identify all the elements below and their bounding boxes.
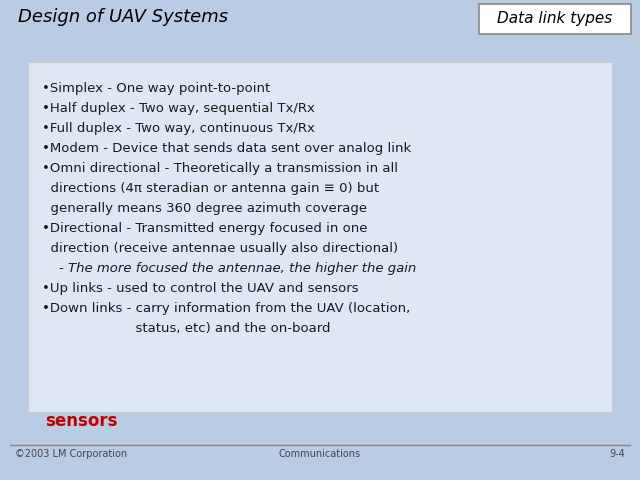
Text: directions (4π steradian or antenna gain ≡ 0) but: directions (4π steradian or antenna gain… [42, 182, 379, 195]
Text: Communications: Communications [279, 449, 361, 459]
Text: •Directional - Transmitted energy focused in one: •Directional - Transmitted energy focuse… [42, 222, 367, 235]
Text: sensors: sensors [45, 412, 118, 430]
Text: •Modem - Device that sends data sent over analog link: •Modem - Device that sends data sent ove… [42, 142, 412, 155]
Text: - The more focused the antennae, the higher the gain: - The more focused the antennae, the hig… [42, 262, 416, 275]
Text: •Full duplex - Two way, continuous Tx/Rx: •Full duplex - Two way, continuous Tx/Rx [42, 122, 315, 135]
Text: •Up links - used to control the UAV and sensors: •Up links - used to control the UAV and … [42, 282, 358, 295]
FancyBboxPatch shape [479, 4, 631, 34]
Text: generally means 360 degree azimuth coverage: generally means 360 degree azimuth cover… [42, 202, 367, 215]
Text: •Half duplex - Two way, sequential Tx/Rx: •Half duplex - Two way, sequential Tx/Rx [42, 102, 315, 115]
Text: •Simplex - One way point-to-point: •Simplex - One way point-to-point [42, 82, 270, 95]
FancyBboxPatch shape [28, 62, 612, 412]
Text: ©2003 LM Corporation: ©2003 LM Corporation [15, 449, 127, 459]
Text: •Omni directional - Theoretically a transmission in all: •Omni directional - Theoretically a tran… [42, 162, 398, 175]
Text: Design of UAV Systems: Design of UAV Systems [18, 8, 228, 26]
Text: direction (receive antennae usually also directional): direction (receive antennae usually also… [42, 242, 398, 255]
Text: status, etc) and the on-board: status, etc) and the on-board [42, 322, 330, 335]
Text: 9-4: 9-4 [609, 449, 625, 459]
Text: •Down links - carry information from the UAV (location,: •Down links - carry information from the… [42, 302, 410, 315]
Text: Data link types: Data link types [497, 12, 612, 26]
